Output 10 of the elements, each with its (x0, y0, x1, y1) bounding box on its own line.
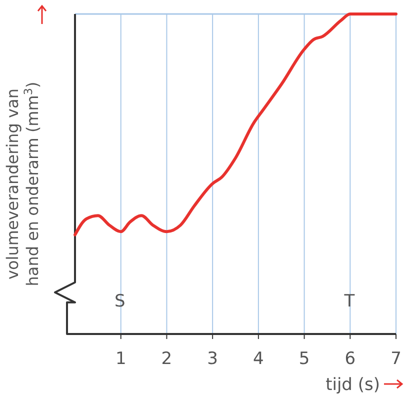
x-tick-label: 3 (207, 349, 218, 369)
x-tick-label: 7 (390, 349, 402, 369)
x-tick-label: 5 (298, 349, 310, 369)
x-tick-label: 4 (253, 349, 264, 369)
annotation: T (343, 292, 356, 312)
x-tick-label: 2 (161, 349, 172, 369)
x-axis-title: tijd (s) (326, 375, 380, 395)
annotation: S (114, 292, 126, 312)
x-tick-label: 1 (115, 349, 126, 369)
x-tick-label: 6 (344, 349, 356, 369)
